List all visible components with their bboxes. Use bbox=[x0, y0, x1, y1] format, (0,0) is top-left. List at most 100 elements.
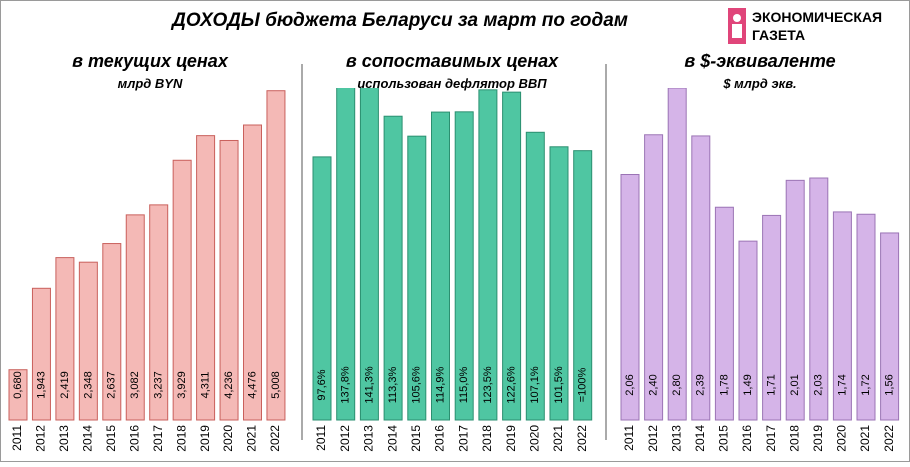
x-tick-label: 2019 bbox=[198, 425, 212, 452]
x-tick-label: 2014 bbox=[81, 425, 95, 452]
logo-text: ГАЗЕТА bbox=[752, 27, 805, 43]
bar bbox=[454, 111, 474, 421]
x-tick-label: 2011 bbox=[622, 425, 636, 451]
x-tick-label: 2017 bbox=[151, 425, 165, 452]
value-label: 3,237 bbox=[153, 371, 165, 399]
value-label: 2,01 bbox=[789, 374, 801, 395]
x-tick-label: 2012 bbox=[646, 425, 660, 452]
x-tick-label: 2016 bbox=[433, 425, 447, 452]
value-label: 3,929 bbox=[176, 371, 188, 399]
value-label: 1,74 bbox=[836, 374, 848, 395]
value-label: 114,9% bbox=[434, 367, 446, 404]
x-tick-label: 2021 bbox=[551, 425, 565, 452]
bar bbox=[149, 204, 169, 421]
value-label: 5,008 bbox=[270, 371, 282, 399]
value-label: 137,8% bbox=[340, 366, 352, 404]
x-tick-label: 2012 bbox=[338, 425, 352, 452]
bar bbox=[880, 232, 900, 421]
logo-mark bbox=[732, 24, 742, 38]
panel-subtitle: млрд BYN bbox=[118, 76, 183, 91]
value-label: 2,40 bbox=[648, 374, 660, 395]
x-tick-label: 2018 bbox=[174, 425, 188, 452]
panel-title: в текущих ценах bbox=[72, 51, 229, 71]
bar bbox=[407, 135, 427, 421]
x-tick-label: 2020 bbox=[527, 425, 541, 452]
bar bbox=[243, 124, 262, 421]
bar bbox=[525, 131, 545, 421]
value-label: 101,5% bbox=[553, 366, 565, 404]
bar bbox=[785, 179, 805, 421]
x-tick-label: 2021 bbox=[245, 425, 259, 452]
value-label: 122,6% bbox=[506, 366, 518, 404]
bar bbox=[549, 146, 569, 421]
bar bbox=[219, 139, 239, 421]
bar bbox=[809, 177, 829, 421]
value-label: 2,03 bbox=[813, 374, 825, 395]
value-label: 0,680 bbox=[12, 371, 24, 399]
logo-text: ЭКОНОМИЧЕСКАЯ bbox=[752, 9, 882, 25]
bar bbox=[359, 88, 379, 421]
plot bbox=[312, 88, 593, 421]
bar bbox=[738, 240, 758, 421]
bar bbox=[266, 90, 286, 421]
x-tick-label: 2017 bbox=[764, 425, 778, 452]
panel-title: в $-эквиваленте bbox=[684, 51, 835, 71]
value-label: 97,6% bbox=[316, 369, 328, 400]
x-tick-label: 2022 bbox=[268, 425, 282, 452]
value-label: 1,71 bbox=[766, 374, 778, 395]
plot bbox=[620, 88, 900, 421]
bar bbox=[78, 261, 98, 421]
x-tick-label: 2013 bbox=[362, 425, 376, 452]
bar bbox=[832, 211, 852, 421]
bar bbox=[573, 150, 593, 421]
x-tick-label: 2015 bbox=[717, 425, 731, 452]
value-label: 123,5% bbox=[482, 366, 494, 404]
x-tick-label: 2011 bbox=[10, 425, 24, 451]
x-tick-label: 2016 bbox=[127, 425, 141, 452]
bar bbox=[762, 214, 782, 421]
x-tick-label: 2015 bbox=[104, 425, 118, 452]
x-tick-label: 2013 bbox=[57, 425, 71, 452]
value-label: 4,236 bbox=[223, 371, 235, 399]
value-label: 2,419 bbox=[59, 371, 71, 399]
x-tick-label: 2020 bbox=[835, 425, 849, 452]
value-label: 2,637 bbox=[106, 371, 118, 399]
x-tick-label: 2018 bbox=[480, 425, 494, 452]
bar bbox=[644, 134, 664, 421]
value-label: 1,78 bbox=[718, 374, 730, 395]
value-label: 141,3% bbox=[363, 366, 375, 404]
value-label: 113,3% bbox=[387, 367, 399, 404]
value-label: 1,72 bbox=[860, 374, 872, 395]
bar bbox=[383, 115, 403, 421]
value-label: 105,6% bbox=[411, 366, 423, 404]
plot bbox=[8, 90, 286, 421]
bar bbox=[312, 156, 332, 421]
x-tick-label: 2014 bbox=[385, 425, 399, 452]
panel-title: в сопоставимых ценах bbox=[346, 51, 559, 71]
value-label: 1,49 bbox=[742, 374, 754, 395]
bar bbox=[431, 111, 450, 421]
bar bbox=[55, 257, 75, 421]
value-label: 115,0% bbox=[458, 367, 470, 404]
chart-title: ДОХОДЫ бюджета Беларуси за март по годам bbox=[170, 10, 628, 31]
x-tick-label: 2019 bbox=[504, 425, 518, 452]
value-label: 3,082 bbox=[129, 371, 141, 399]
bar bbox=[856, 213, 876, 421]
value-label: 2,80 bbox=[671, 374, 683, 395]
value-label: 4,311 bbox=[200, 372, 212, 399]
value-label: 107,1% bbox=[529, 366, 541, 404]
x-tick-label: 2013 bbox=[669, 425, 683, 452]
bar bbox=[102, 243, 122, 421]
x-tick-label: 2022 bbox=[575, 425, 589, 452]
bar bbox=[8, 369, 28, 421]
bar bbox=[620, 174, 640, 421]
panel-subtitle: использован дефлятор ВВП bbox=[357, 76, 547, 91]
value-label: 4,476 bbox=[246, 371, 258, 399]
x-tick-label: 2020 bbox=[221, 425, 235, 452]
bar bbox=[125, 214, 145, 421]
x-tick-label: 2019 bbox=[811, 425, 825, 452]
logo-mark bbox=[733, 14, 741, 22]
panel-subtitle: $ млрд экв. bbox=[722, 76, 796, 91]
value-label: 1,56 bbox=[884, 374, 896, 395]
